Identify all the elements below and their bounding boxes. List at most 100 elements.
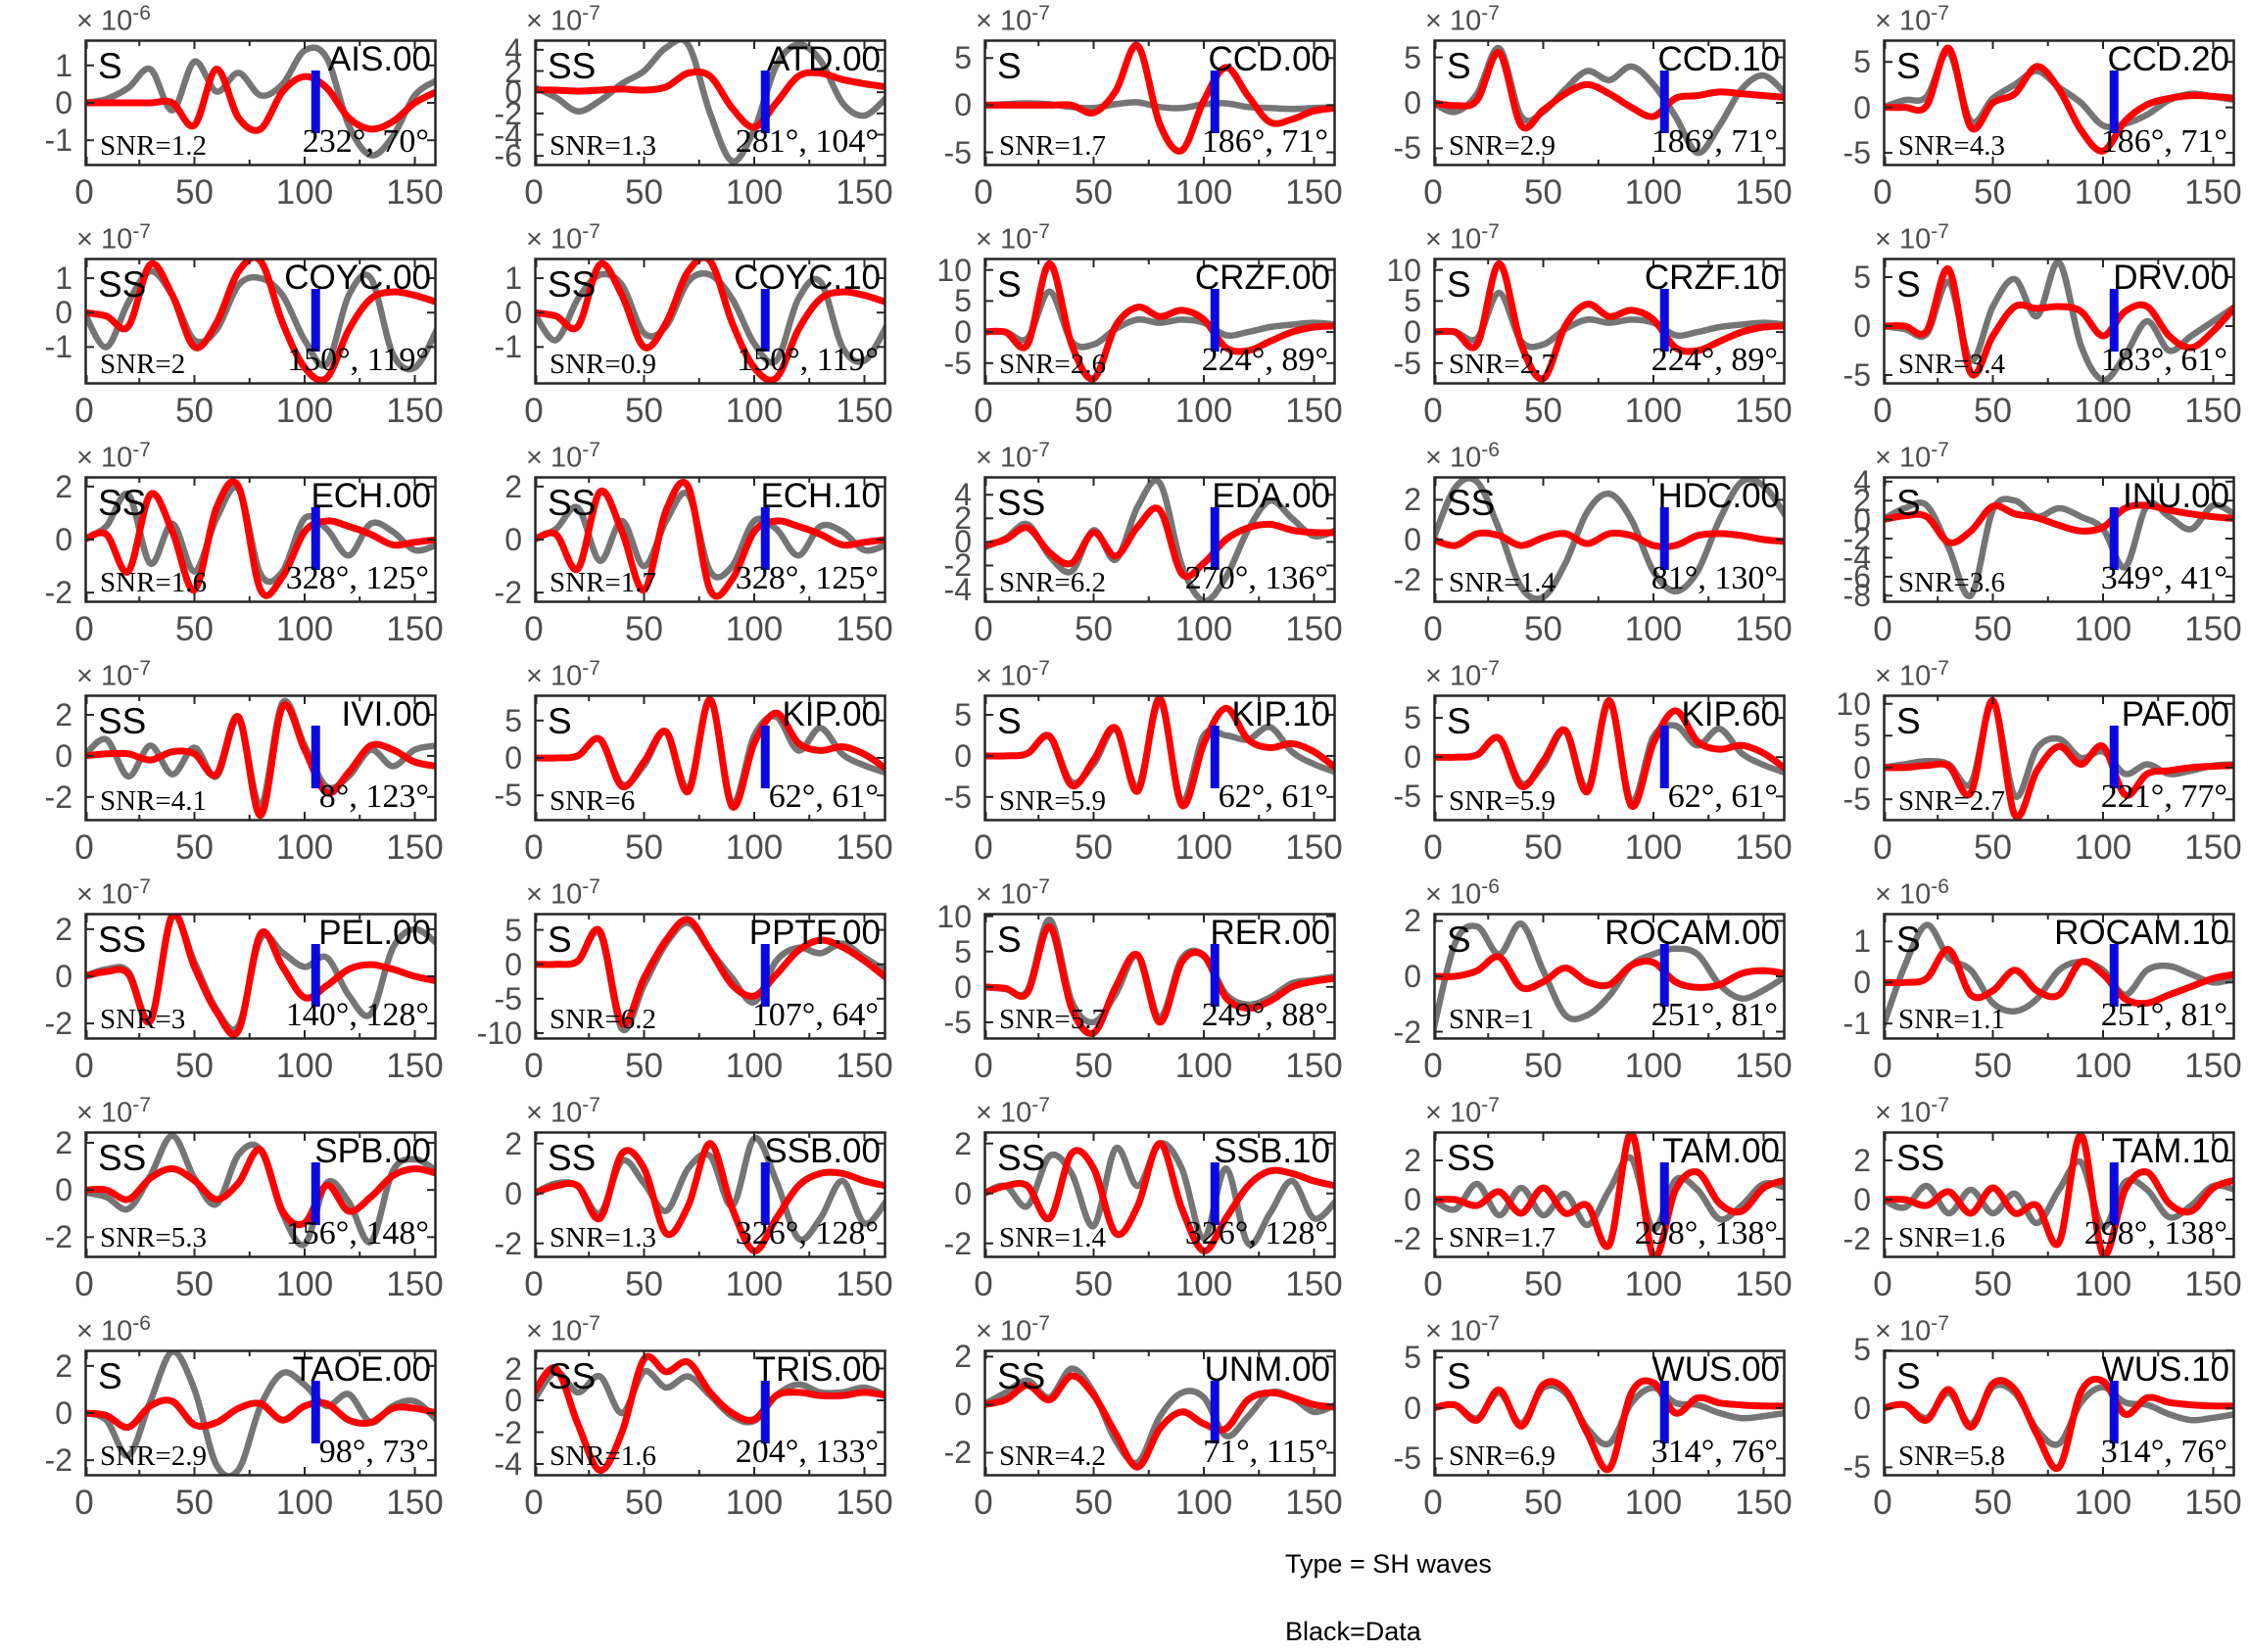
y-tick-label: -5: [1393, 779, 1421, 815]
axes-box: [534, 1131, 886, 1258]
axes-box: [1883, 1349, 2235, 1477]
y-tick-label: 0: [1404, 85, 1421, 120]
phase-label: SS: [1447, 1138, 1496, 1178]
y-tick-label: -2: [494, 95, 522, 131]
phase-pick-marker: [1659, 507, 1669, 570]
axes-box: [1883, 694, 2235, 822]
data-curve: [536, 489, 885, 581]
y-tick-label: 0: [504, 946, 522, 982]
y-tick-label: -4: [494, 117, 522, 153]
x-tick-label: 0: [74, 1484, 94, 1522]
phase-label: S: [1896, 920, 1921, 960]
phase-label: S: [98, 1356, 122, 1396]
x-tick-label: 100: [2074, 1265, 2132, 1303]
y-tick-label: 0: [1404, 1182, 1421, 1217]
snr-label: SNR=4.2: [999, 1440, 1107, 1472]
waveform-plot: [84, 1131, 437, 1258]
phase-pick-marker: [311, 1162, 320, 1225]
model-curve: [1885, 1133, 2233, 1256]
x-tick-label: 100: [1174, 610, 1233, 648]
model-curve: [86, 66, 435, 134]
snr-label: SNR=5.8: [1898, 1440, 2006, 1472]
y-scale-label: × 10-7: [76, 220, 151, 256]
legend-line: Type = SH waves: [1285, 1549, 1492, 1579]
phase-pick-marker: [1659, 289, 1669, 352]
waveform-panel: × 10-7 2 0 -2 0 50 100 150 SS ECH.00 SNR=1.6 …: [0, 437, 450, 655]
x-tick-label: 50: [1075, 1484, 1113, 1522]
y-tick-label: 2: [1853, 1143, 1871, 1178]
station-label: COYC.10: [734, 259, 881, 297]
phase-pick-marker: [1210, 1162, 1220, 1225]
y-tick-label: -5: [1842, 135, 1871, 171]
axes-box: [1883, 39, 2235, 166]
axes-box: [983, 258, 1336, 385]
x-tick-label: 50: [1524, 1047, 1562, 1085]
phase-pick-marker: [311, 944, 320, 1007]
phase-pick-marker: [311, 289, 320, 352]
x-tick-label: 100: [725, 173, 784, 212]
phase-label: S: [1896, 483, 1921, 523]
snr-label: SNR=1.3: [550, 1222, 657, 1253]
y-tick-label: -1: [1842, 1006, 1871, 1042]
waveform-plot: [534, 258, 886, 385]
waveform-svg: [84, 694, 437, 822]
y-tick-label: -2: [44, 779, 72, 815]
azimuth-distance-label: 81°, 130°: [1651, 560, 1778, 596]
phase-label: S: [1896, 1356, 1921, 1396]
azimuth-distance-label: 224°, 89°: [1201, 342, 1328, 378]
y-tick-label: -2: [494, 1414, 522, 1450]
waveform-svg: [84, 258, 437, 385]
x-tick-label: 150: [836, 1265, 893, 1303]
azimuth-distance-label: 328°, 125°: [285, 560, 429, 596]
azimuth-distance-label: 314°, 76°: [1651, 1434, 1778, 1470]
waveform-plot: [84, 476, 437, 603]
station-label: UNM.00: [1204, 1350, 1330, 1389]
x-tick-label: 100: [1624, 828, 1683, 867]
y-scale-label: × 10-7: [1425, 220, 1500, 256]
axes-box: [1433, 1131, 1786, 1258]
x-tick-label: 100: [275, 610, 334, 648]
waveform-panel: × 10-7 2 0 -2 0 50 100 150 SS SSB.00 SNR=1.3 …: [450, 1092, 899, 1310]
axes-box: [84, 694, 437, 822]
y-scale-label: × 10-7: [76, 439, 151, 474]
phase-label: SS: [98, 483, 147, 523]
azimuth-distance-label: 183°, 61°: [2100, 342, 2227, 378]
waveform-panel-grid: × 10-6 1 0 -1 0 50 100 150 S AIS.00 SNR=1.2 2…: [0, 2, 2248, 1522]
station-label: AIS.00: [327, 40, 431, 78]
phase-label: SS: [548, 483, 597, 523]
y-scale-label: × 10-7: [976, 875, 1050, 911]
x-tick-label: 50: [175, 1047, 214, 1085]
station-label: PAF.00: [2121, 695, 2229, 733]
x-tick-label: 100: [2074, 173, 2132, 212]
model-curve: [536, 696, 885, 811]
y-tick-label: 2: [55, 1125, 72, 1161]
phase-label: S: [997, 920, 1022, 960]
station-label: WUS.10: [2101, 1350, 2229, 1389]
x-tick-label: 150: [2184, 173, 2242, 212]
x-tick-label: 50: [175, 1484, 214, 1522]
model-curve: [536, 1352, 885, 1474]
y-tick-label: 2: [504, 468, 522, 504]
x-tick-label: 150: [2184, 392, 2242, 430]
model-curve: [1885, 265, 2233, 379]
data-curve: [1885, 1157, 2233, 1231]
azimuth-distance-label: 326°, 128°: [735, 1215, 879, 1251]
x-tick-label: 150: [1735, 1265, 1793, 1303]
waveform-svg: [983, 694, 1336, 822]
phase-label: SS: [98, 701, 147, 741]
waveform-svg: [84, 913, 437, 1040]
station-label: SPB.00: [314, 1132, 431, 1170]
data-curve: [536, 41, 885, 165]
y-scale-label: × 10-7: [1425, 1312, 1500, 1347]
x-tick-label: 0: [974, 610, 993, 648]
x-tick-label: 150: [1735, 828, 1793, 867]
phase-label: S: [1447, 264, 1471, 305]
phase-label: SS: [98, 920, 147, 960]
waveform-panel: × 10-7 4 2 0 -2 -4 -6 -8 0 50 100 150 S INU.00 SN…: [1798, 437, 2248, 655]
x-tick-label: 100: [1624, 173, 1683, 212]
x-tick-label: 50: [1974, 1265, 2012, 1303]
snr-label: SNR=1.3: [550, 130, 657, 162]
x-tick-label: 100: [1624, 1047, 1683, 1085]
x-tick-label: 0: [1423, 392, 1443, 430]
waveform-plot: [534, 694, 886, 822]
